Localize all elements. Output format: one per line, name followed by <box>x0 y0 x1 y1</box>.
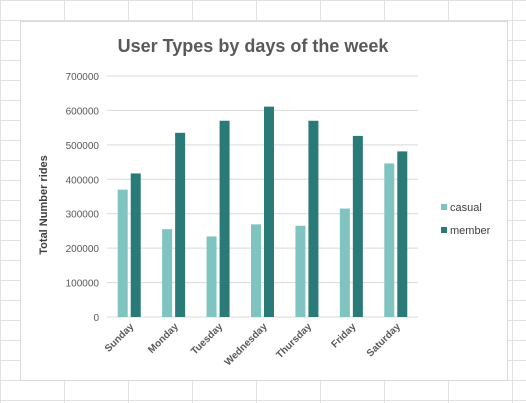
legend-label-member: member <box>450 225 491 237</box>
x-tick-label: Wednesday <box>223 321 270 368</box>
chart-title: User Types by days of the week <box>118 36 390 56</box>
y-axis-ticks: 0 100000 200000 300000 400000 500000 600000 700… <box>66 72 100 324</box>
legend-label-casual: casual <box>450 202 482 214</box>
bar-member[interactable] <box>130 173 141 317</box>
legend: casual member <box>441 202 491 237</box>
bar-member[interactable] <box>397 151 408 317</box>
bar-member[interactable] <box>308 120 319 317</box>
y-tick-label: 0 <box>93 313 99 324</box>
x-tick-label: Sunday <box>103 321 137 355</box>
x-tick-label: Tuesday <box>189 321 225 357</box>
bar-casual[interactable] <box>251 224 261 317</box>
bar-member[interactable] <box>219 120 230 317</box>
y-tick-label: 500000 <box>66 141 100 152</box>
bar-chart: User Types by days of the week 0 100000 20… <box>38 36 491 368</box>
bar-member[interactable] <box>264 106 274 318</box>
legend-swatch-casual <box>441 204 447 210</box>
y-tick-label: 700000 <box>66 72 100 83</box>
y-tick-label: 300000 <box>66 210 100 221</box>
x-tick-label: Friday <box>329 321 358 350</box>
bar-casual[interactable] <box>339 208 350 317</box>
y-tick-label: 600000 <box>66 106 100 117</box>
bars <box>117 106 408 318</box>
y-tick-label: 200000 <box>66 244 100 255</box>
chart-area[interactable]: User Types by days of the week 0 100000 20… <box>20 21 508 381</box>
bar-casual[interactable] <box>117 189 128 317</box>
bar-casual[interactable] <box>162 229 173 317</box>
y-tick-label: 400000 <box>66 175 100 186</box>
gridlines <box>107 75 418 318</box>
x-tick-label: Monday <box>146 321 181 356</box>
bar-member[interactable] <box>175 132 186 317</box>
legend-swatch-member <box>441 227 447 233</box>
bar-casual[interactable] <box>384 163 395 317</box>
bar-member[interactable] <box>352 135 363 317</box>
x-tick-label: Saturday <box>365 321 403 359</box>
x-tick-label: Thursday <box>274 321 314 361</box>
y-axis-label: Total Number rides <box>38 155 50 254</box>
bar-casual[interactable] <box>206 236 217 317</box>
bar-casual[interactable] <box>295 225 306 317</box>
y-tick-label: 100000 <box>66 279 100 290</box>
